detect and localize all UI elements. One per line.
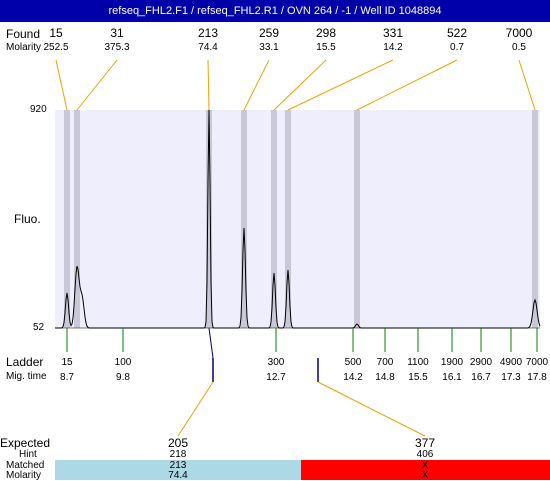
expected-size-1: 377 (414, 436, 436, 450)
ladder-time-7: 16.7 (471, 372, 491, 383)
found-line-7000 (518, 59, 536, 111)
ladder-size-4: 700 (376, 357, 394, 368)
peak-band-15 (64, 110, 70, 328)
ladder-ticks (66, 328, 538, 352)
ladder-time-8: 17.3 (501, 372, 521, 383)
found-line-522 (356, 59, 458, 111)
found-molarity-5: 14.2 (383, 42, 403, 53)
expected-markers (177, 327, 426, 437)
found-line-331 (287, 59, 394, 111)
peak-band-259 (241, 110, 247, 328)
expected-molarity-1: X (421, 470, 429, 481)
peak-band-31 (74, 110, 80, 328)
expected-connector-213 (208, 327, 214, 359)
ladder-time-9: 17.8 (527, 372, 547, 383)
expected-label: Expected (0, 436, 51, 450)
ladder-size-7: 2900 (469, 357, 493, 368)
plot-area (55, 110, 540, 328)
molarity-bottom-label: Molarity (6, 470, 42, 481)
found-molarity-3: 33.1 (259, 42, 279, 53)
peak-band-331 (285, 110, 291, 328)
ladder-size-1: 100 (114, 357, 132, 368)
found-size-6: 522 (446, 26, 468, 40)
peak-band-213 (206, 110, 212, 328)
found-connector-lines (55, 59, 536, 111)
found-label: Found (6, 27, 41, 41)
ladder-time-3: 14.2 (343, 372, 363, 383)
molarity-label: Molarity (6, 42, 42, 53)
expected-molarity-0: 74.4 (168, 470, 188, 481)
expected-line-377 (317, 381, 426, 437)
found-size-0: 15 (49, 26, 63, 40)
ladder-size-3: 500 (344, 357, 362, 368)
ladder-time-0: 8.7 (60, 372, 74, 383)
ladder-time-6: 16.1 (442, 372, 462, 383)
found-line-213 (207, 59, 210, 111)
ladder-time-5: 15.5 (408, 372, 428, 383)
ladder-size-6: 1900 (440, 357, 464, 368)
found-size-7: 7000 (505, 26, 533, 40)
expected-matched-1: X (421, 460, 429, 471)
expected-line-205 (177, 381, 214, 437)
peak-band-522 (354, 110, 360, 328)
y-max-label: 920 (30, 104, 47, 115)
ladder-size-0: 15 (61, 357, 73, 368)
found-molarity-7: 0.5 (512, 42, 526, 53)
found-size-3: 259 (258, 26, 280, 40)
fluo-label: Fluo. (14, 212, 41, 226)
ladder-size-8: 4900 (499, 357, 523, 368)
found-molarity-2: 74.4 (198, 42, 218, 53)
found-line-298 (273, 59, 327, 111)
expected-matched-0: 213 (169, 460, 187, 471)
ladder-time-4: 14.8 (375, 372, 395, 383)
matched-bar-ok (55, 460, 301, 480)
hint-label: Hint (19, 449, 37, 460)
found-line-31 (76, 59, 118, 111)
ladder-label: Ladder (6, 355, 44, 369)
window-title: refseq_FHL2.F1 / refseq_FHL2.R1 / OVN 26… (0, 0, 550, 22)
found-molarity-1: 375.3 (104, 42, 130, 53)
matched-bar-fail (301, 460, 550, 480)
ladder-size-9: 7000 (525, 357, 549, 368)
found-size-4: 298 (315, 26, 337, 40)
found-size-2: 213 (197, 26, 219, 40)
peak-band-7000 (532, 110, 538, 328)
found-line-15 (55, 59, 68, 111)
y-min-label: 52 (33, 322, 45, 333)
ladder-time-1: 9.8 (116, 372, 130, 383)
matched-label: Matched (6, 460, 45, 471)
ladder-size-5: 1100 (407, 357, 429, 368)
found-molarity-0: 252.5 (43, 42, 69, 53)
found-size-1: 31 (110, 26, 124, 40)
found-molarity-4: 15.5 (316, 42, 336, 53)
peak-band-298 (271, 110, 277, 328)
found-line-259 (243, 59, 270, 111)
mig-time-label: Mig. time (6, 371, 47, 382)
peak-bands (64, 110, 538, 328)
found-molarity-6: 0.7 (450, 42, 464, 53)
expected-hint-1: 406 (416, 449, 434, 460)
ladder-time-2: 12.7 (266, 372, 286, 383)
expected-hint-0: 218 (169, 449, 187, 460)
found-size-5: 331 (382, 26, 404, 40)
ladder-size-2: 300 (267, 357, 285, 368)
expected-size-0: 205 (167, 436, 189, 450)
